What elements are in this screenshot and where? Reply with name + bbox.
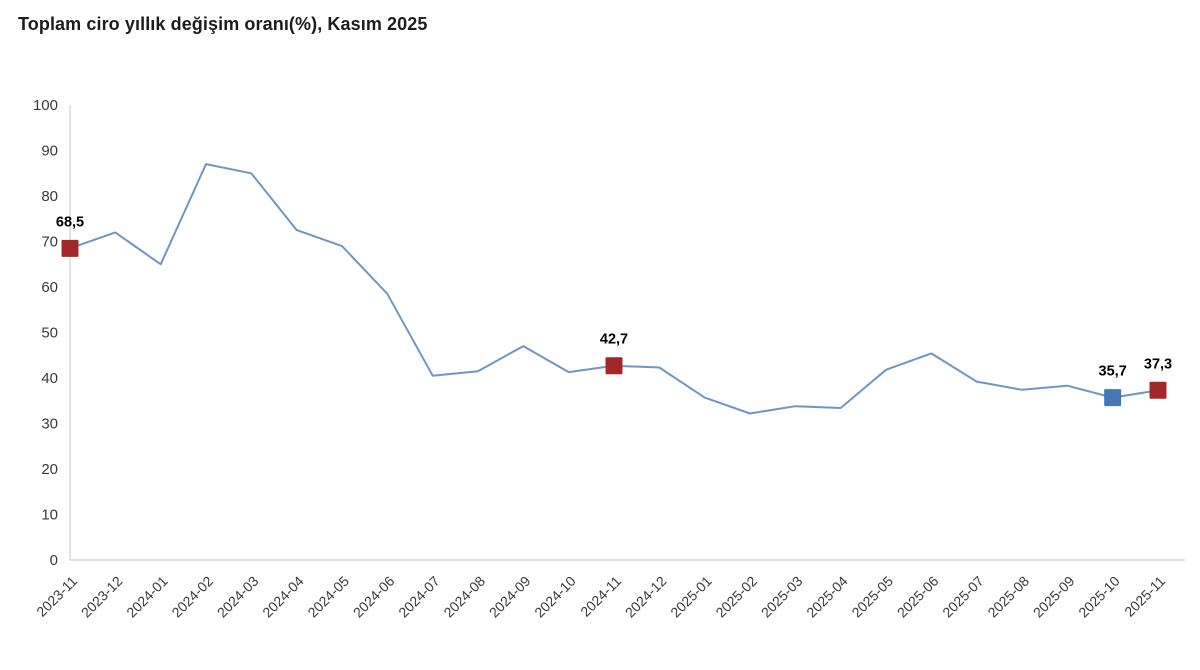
- y-axis-tick-label: 30: [41, 416, 58, 433]
- x-axis-tick-label: 2024-07: [395, 573, 443, 621]
- x-axis-tick-label: 2024-03: [214, 573, 262, 621]
- x-axis-tick-label: 2025-03: [758, 573, 806, 621]
- x-axis-tick-label: 2025-05: [848, 573, 896, 621]
- x-axis-tick-label: 2025-07: [939, 573, 987, 621]
- x-axis-tick-label: 2025-02: [712, 573, 760, 621]
- x-axis-tick-label: 2025-06: [894, 573, 942, 621]
- x-axis-tick-label: 2024-04: [259, 573, 307, 621]
- x-axis-tick-label: 2023-12: [78, 573, 126, 621]
- data-point-label: 35,7: [1099, 364, 1127, 380]
- x-axis-tick-label: 2024-02: [168, 573, 216, 621]
- data-point-label: 37,3: [1144, 356, 1172, 372]
- x-axis-tick-label: 2024-11: [577, 573, 624, 620]
- series-line-path: [69, 163, 1159, 415]
- y-axis-tick-label: 80: [41, 188, 58, 205]
- x-axis-tick-label: 2024-05: [304, 573, 352, 621]
- data-point-label: 68,5: [56, 214, 84, 230]
- x-axis-tick-label: 2024-10: [531, 573, 579, 621]
- x-axis-tick-label: 2025-09: [1030, 573, 1078, 621]
- y-axis-tick-label: 0: [50, 552, 58, 569]
- chart-title: Toplam ciro yıllık değişim oranı(%), Kas…: [18, 14, 428, 34]
- y-axis-tick-label: 50: [41, 325, 58, 342]
- x-axis-tick-label: 2025-01: [667, 573, 715, 621]
- data-point-label: 42,7: [600, 332, 628, 348]
- y-axis-tick-label: 40: [41, 370, 58, 387]
- x-axis-tick-label: 2025-10: [1075, 573, 1123, 621]
- x-axis-tick-label: 2024-08: [440, 573, 488, 621]
- x-axis-tick-label: 2025-08: [984, 573, 1032, 621]
- data-point-marker[interactable]: [1104, 389, 1122, 407]
- x-axis-tick-label: 2025-04: [803, 573, 851, 621]
- y-axis-tick-label: 90: [41, 143, 58, 160]
- y-axis-tick-label: 70: [41, 234, 58, 251]
- y-axis-tick-label: 100: [33, 97, 58, 114]
- x-axis-tick-label: 2025-11: [1121, 573, 1168, 620]
- x-axis-tick-label: 2024-12: [622, 573, 670, 621]
- x-axis-tick-label: 2024-06: [350, 573, 398, 621]
- data-point-marker[interactable]: [1149, 381, 1167, 399]
- y-axis-tick-label: 10: [41, 507, 58, 524]
- y-axis-tick-label: 60: [41, 279, 58, 296]
- data-point-marker[interactable]: [605, 357, 623, 375]
- x-axis-tick-label: 2023-11: [33, 573, 80, 620]
- x-axis-tick-label: 2024-01: [123, 573, 171, 621]
- y-axis-tick-label: 20: [41, 461, 58, 478]
- x-axis-tick-label: 2024-09: [486, 573, 534, 621]
- data-point-marker[interactable]: [61, 239, 79, 257]
